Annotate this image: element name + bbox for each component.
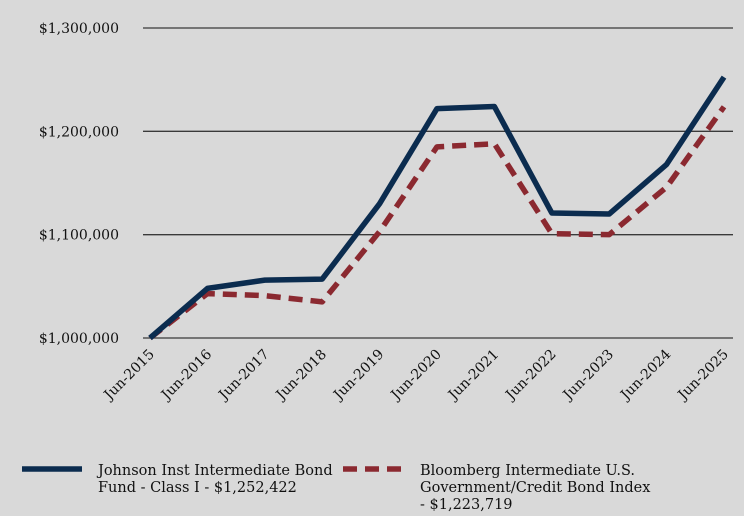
legend-label: - $1,223,719 bbox=[420, 497, 513, 513]
series-lines bbox=[148, 75, 727, 341]
x-axis-tick-labels: Jun-2015 Jun-2016 Jun-2017 Jun-2018 Jun-2019… bbox=[100, 346, 732, 404]
y-tick-label: $1,300,000 bbox=[39, 21, 119, 37]
legend-label: Government/Credit Bond Index bbox=[420, 480, 650, 496]
x-tick-label: Jun-2016 bbox=[157, 346, 215, 404]
x-tick-label: Jun-2019 bbox=[329, 347, 387, 405]
x-tick-label: Jun-2024 bbox=[616, 346, 674, 404]
y-tick-label: $1,200,000 bbox=[39, 124, 119, 140]
y-tick-label: $1,000,000 bbox=[39, 331, 119, 347]
y-axis-tick-labels: $1,000,000 $1,100,000 $1,200,000 $1,300,000 bbox=[39, 21, 119, 347]
x-tick-label: Jun-2021 bbox=[444, 347, 502, 405]
x-tick-label: Jun-2022 bbox=[502, 347, 560, 405]
legend-label: Johnson Inst Intermediate Bond bbox=[96, 463, 333, 479]
gridlines bbox=[143, 27, 733, 339]
x-tick-label: Jun-2015 bbox=[100, 347, 158, 405]
y-tick-label: $1,100,000 bbox=[39, 228, 119, 244]
legend-label: Bloomberg Intermediate U.S. bbox=[420, 463, 635, 479]
legend-label: Fund - Class I - $1,252,422 bbox=[98, 480, 297, 496]
x-tick-label: Jun-2020 bbox=[387, 347, 445, 405]
x-tick-label: Jun-2023 bbox=[559, 347, 617, 405]
x-tick-label: Jun-2025 bbox=[674, 347, 732, 405]
x-tick-label: Jun-2017 bbox=[215, 347, 273, 405]
x-tick-label: Jun-2018 bbox=[272, 347, 330, 405]
series-line-index bbox=[148, 105, 727, 341]
